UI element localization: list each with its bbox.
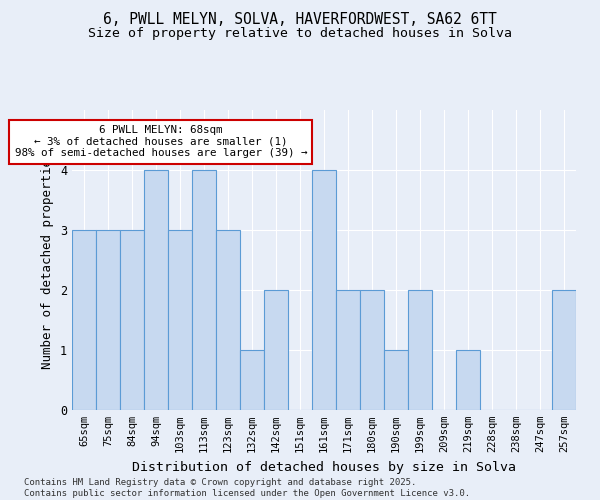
Bar xyxy=(216,230,240,410)
Bar xyxy=(336,290,360,410)
Bar xyxy=(552,290,576,410)
Bar xyxy=(456,350,480,410)
Bar xyxy=(96,230,120,410)
Bar xyxy=(168,230,192,410)
Y-axis label: Number of detached properties: Number of detached properties xyxy=(41,151,55,369)
Text: 6 PWLL MELYN: 68sqm
← 3% of detached houses are smaller (1)
98% of semi-detached: 6 PWLL MELYN: 68sqm ← 3% of detached hou… xyxy=(14,125,307,158)
Bar xyxy=(72,230,96,410)
Bar xyxy=(144,170,168,410)
Bar xyxy=(360,290,384,410)
X-axis label: Distribution of detached houses by size in Solva: Distribution of detached houses by size … xyxy=(132,460,516,473)
Bar xyxy=(264,290,288,410)
Bar xyxy=(240,350,264,410)
Text: Contains HM Land Registry data © Crown copyright and database right 2025.
Contai: Contains HM Land Registry data © Crown c… xyxy=(24,478,470,498)
Text: Size of property relative to detached houses in Solva: Size of property relative to detached ho… xyxy=(88,28,512,40)
Bar xyxy=(312,170,336,410)
Text: 6, PWLL MELYN, SOLVA, HAVERFORDWEST, SA62 6TT: 6, PWLL MELYN, SOLVA, HAVERFORDWEST, SA6… xyxy=(103,12,497,28)
Bar xyxy=(384,350,408,410)
Bar xyxy=(408,290,432,410)
Bar xyxy=(120,230,144,410)
Bar xyxy=(192,170,216,410)
